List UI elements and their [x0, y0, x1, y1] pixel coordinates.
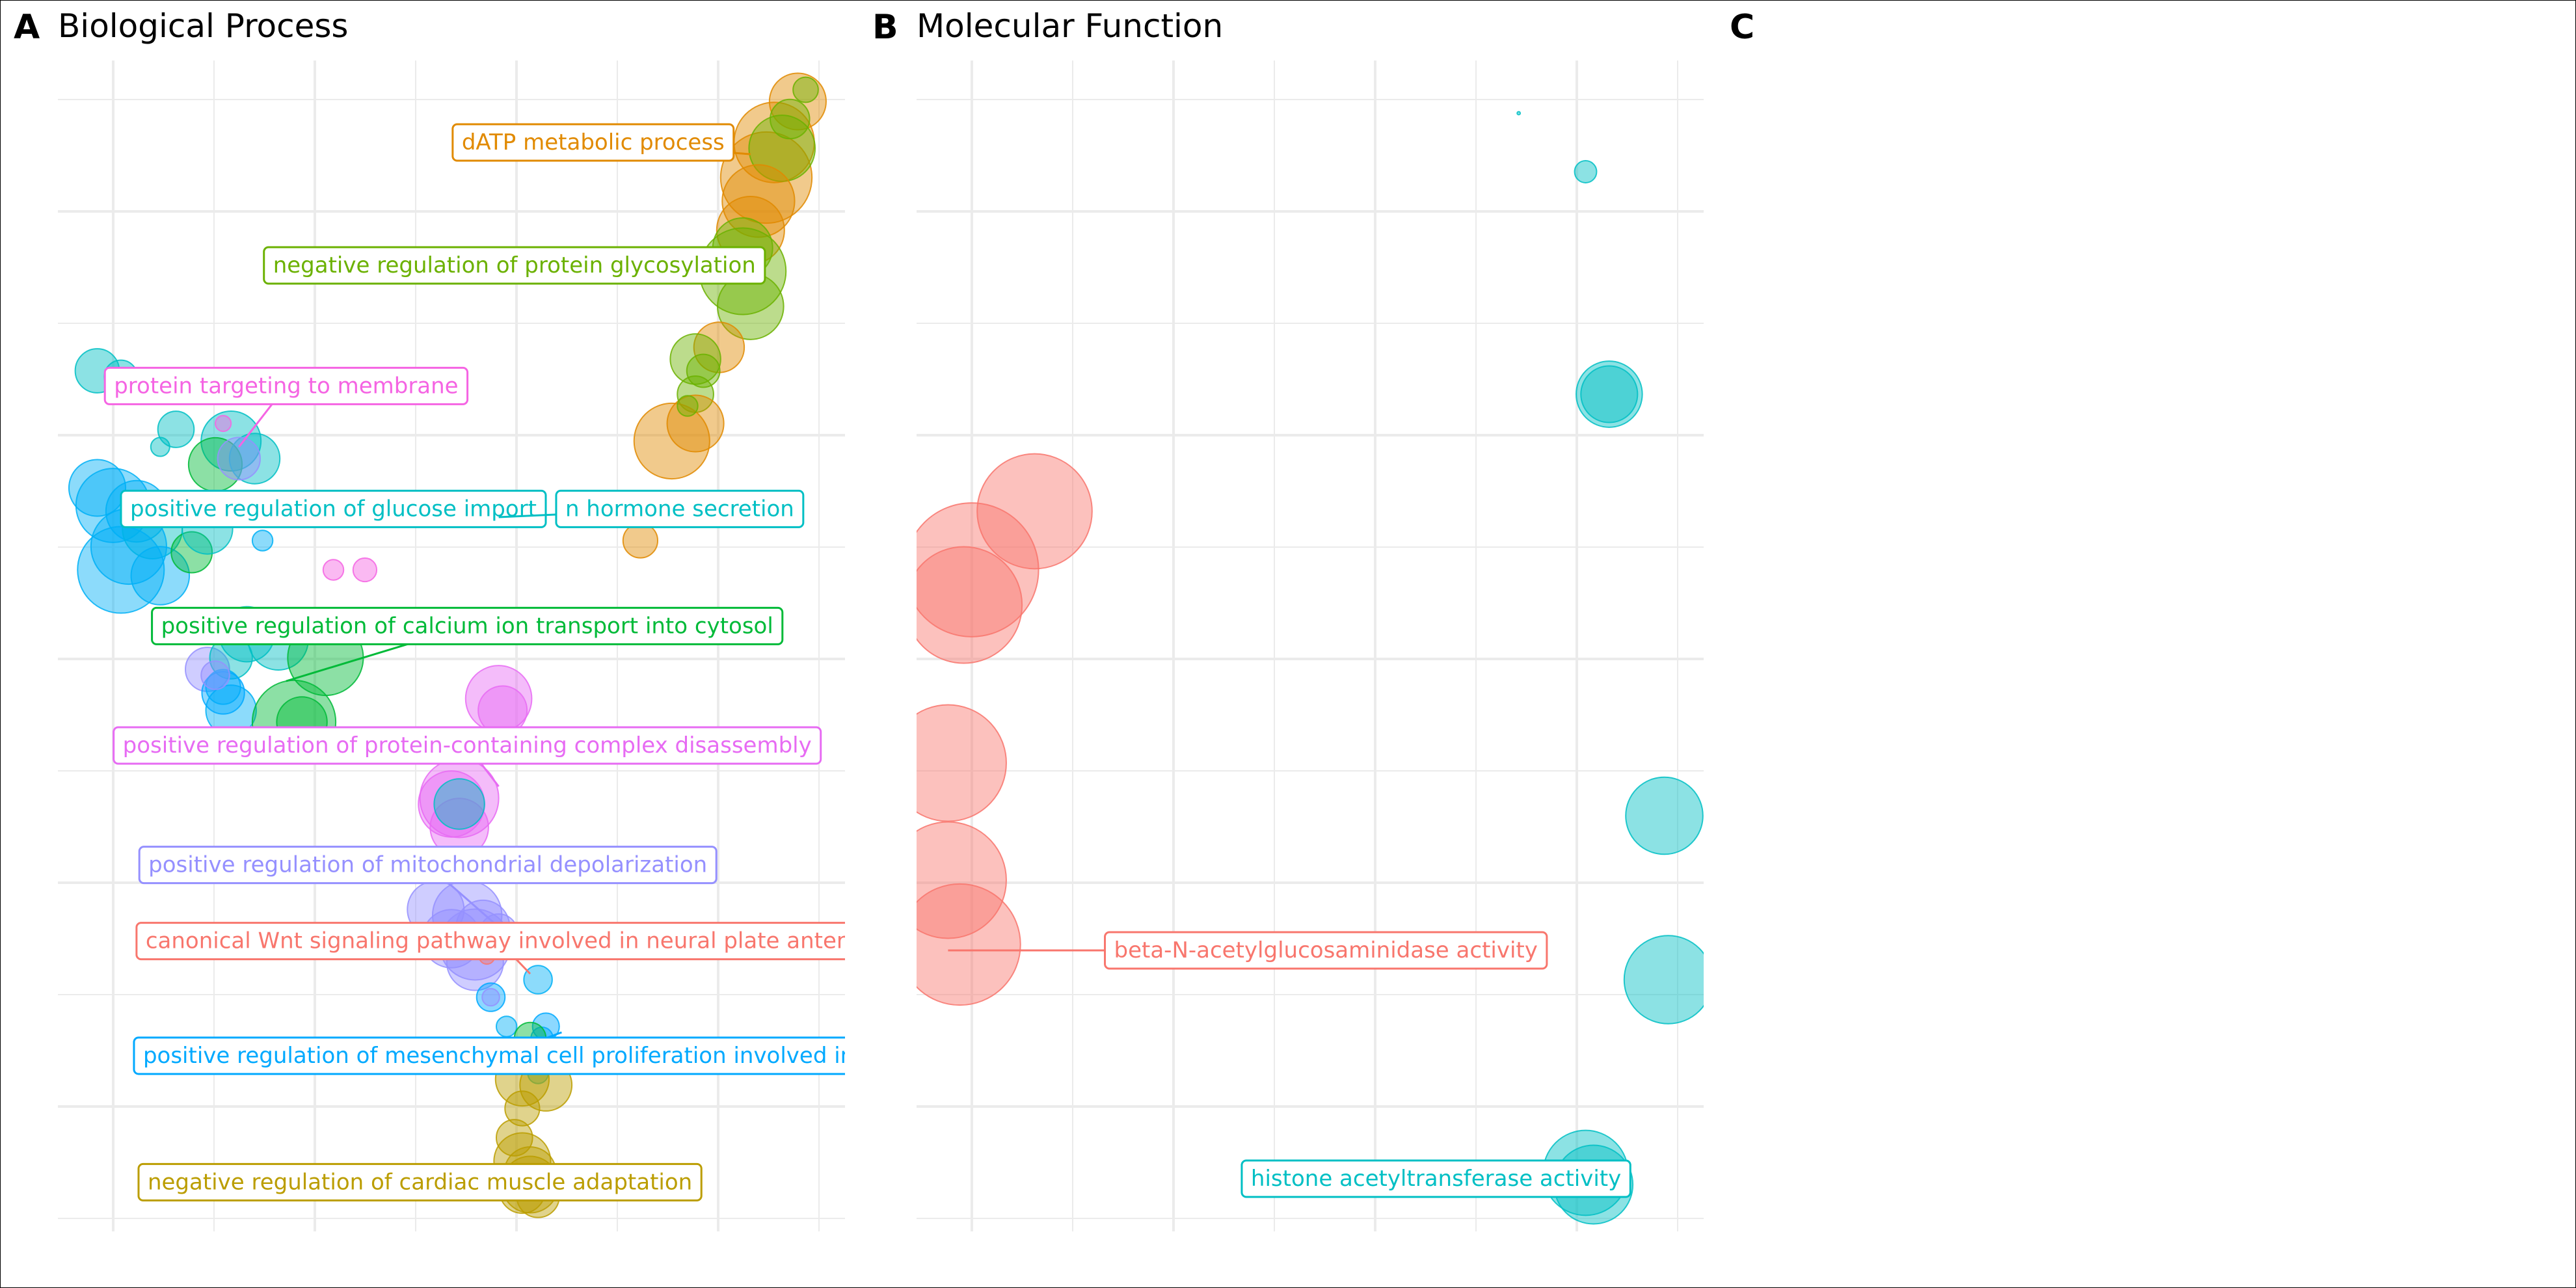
data-point — [170, 531, 213, 574]
term-label: negative regulation of protein glycosyla… — [263, 246, 766, 285]
data-point — [523, 965, 553, 995]
points-layer — [917, 111, 1704, 1225]
label-text: negative regulation of cardiac muscle ad… — [148, 1169, 692, 1195]
data-point — [433, 778, 485, 830]
labels-layer: dATP metabolic process negative regulatio… — [103, 123, 854, 1201]
data-point — [217, 436, 261, 481]
term-label: negative regulation of cardiac muscle ad… — [137, 1162, 703, 1201]
data-point — [481, 987, 500, 1007]
term-label: protein targeting to membrane — [103, 366, 469, 448]
term-label: canonical Wnt signaling pathway involved… — [135, 922, 852, 975]
label-box — [151, 606, 784, 645]
label-box — [1241, 1159, 1631, 1198]
data-point — [976, 453, 1093, 570]
data-point — [1574, 160, 1598, 183]
data-point — [1575, 360, 1643, 428]
data-point — [693, 321, 745, 373]
data-point — [686, 353, 721, 388]
data-point — [495, 1119, 533, 1157]
data-point — [77, 526, 165, 614]
term-label: dATP metabolic process — [451, 123, 751, 162]
data-point — [677, 395, 699, 417]
data-point — [669, 333, 721, 385]
label-text: positive regulation of mesenchymal cell … — [143, 1043, 854, 1069]
data-point — [917, 704, 1007, 822]
data-point — [1516, 111, 1522, 116]
term-label: positive regulation of calcium ion trans… — [151, 606, 784, 682]
data-point — [504, 1090, 541, 1127]
data-point — [228, 433, 281, 485]
label-box — [263, 246, 766, 285]
label-box — [120, 489, 547, 528]
data-point — [770, 98, 811, 140]
data-point — [917, 821, 1007, 939]
data-point — [68, 459, 127, 517]
label-box — [555, 489, 805, 528]
data-point — [1580, 365, 1639, 423]
data-point — [150, 436, 170, 457]
data-point — [185, 647, 230, 692]
panel-b-plot: beta-N-acetylglucosaminidase activity his… — [917, 60, 1704, 1231]
data-point — [157, 410, 195, 448]
label-text: n hormone secretion — [565, 496, 794, 522]
term-label: n hormone secretion — [498, 489, 805, 528]
panel-a-letter: A — [14, 8, 40, 47]
data-point — [622, 522, 659, 559]
label-box — [113, 726, 822, 765]
label-box — [451, 123, 735, 162]
label-box — [1104, 931, 1548, 970]
panel-a-plot: dATP metabolic process negative regulatio… — [58, 60, 854, 1231]
term-label: positive regulation of glucose import — [120, 489, 547, 528]
term-label: positive regulation of mesenchymal cell … — [133, 1031, 854, 1075]
panel-b-letter: B — [872, 8, 898, 47]
data-point — [721, 164, 796, 238]
label-box — [135, 922, 845, 961]
data-point — [917, 502, 1040, 637]
data-point — [917, 883, 1021, 1006]
label-text: protein targeting to membrane — [114, 373, 458, 399]
data-point — [352, 557, 378, 583]
label-text: beta-N-acetylglucosaminidase activity — [1114, 937, 1538, 963]
label-text: canonical Wnt signaling pathway involved… — [146, 928, 852, 954]
panel-c-letter: C — [1730, 8, 1754, 47]
data-point — [495, 1015, 518, 1038]
data-point — [792, 76, 819, 103]
label-box — [103, 366, 469, 405]
term-label: positive regulation of protein-containin… — [113, 726, 822, 787]
grid-lines — [917, 60, 1704, 1231]
data-point — [1623, 935, 1704, 1025]
data-point — [251, 530, 274, 552]
data-point — [476, 982, 506, 1012]
data-point — [200, 660, 230, 690]
data-point — [633, 402, 710, 480]
label-text: positive regulation of protein-containin… — [123, 732, 812, 758]
term-label: positive regulation of mitochondrial dep… — [138, 846, 718, 928]
label-box — [133, 1036, 845, 1075]
label-text: positive regulation of calcium ion trans… — [161, 613, 773, 639]
label-text: dATP metabolic process — [462, 129, 725, 155]
labels-layer: beta-N-acetylglucosaminidase activity his… — [948, 931, 1631, 1198]
data-point — [201, 671, 245, 715]
data-point — [130, 546, 191, 606]
panel-b-title: Molecular Function — [917, 7, 1223, 45]
data-point — [215, 414, 232, 433]
label-box — [138, 846, 718, 885]
label-text: negative regulation of protein glycosyla… — [273, 252, 756, 278]
data-point — [1625, 776, 1704, 855]
data-point — [322, 559, 345, 581]
label-box — [137, 1162, 703, 1201]
term-label: histone acetyltransferase activity — [1241, 1159, 1631, 1198]
label-text: histone acetyltransferase activity — [1251, 1166, 1621, 1192]
label-text: positive regulation of glucose import — [130, 496, 537, 522]
label-text: positive regulation of mitochondrial dep… — [148, 852, 707, 878]
data-point — [917, 546, 1023, 664]
panel-a-title: Biological Process — [58, 7, 348, 45]
term-label: beta-N-acetylglucosaminidase activity — [948, 931, 1548, 970]
